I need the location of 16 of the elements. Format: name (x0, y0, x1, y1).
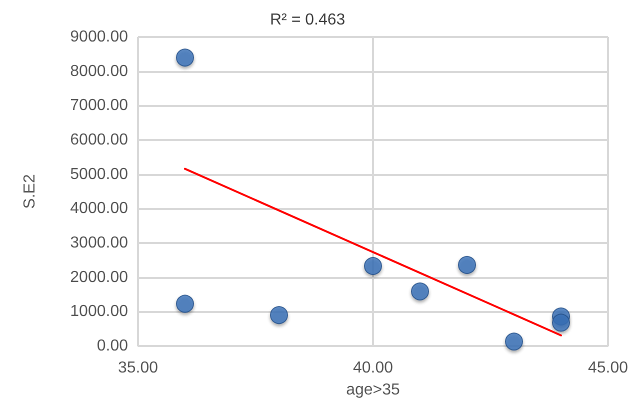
x-tick-label: 40.00 (352, 360, 394, 376)
y-tick-label: 1000.00 (70, 303, 128, 320)
x-tick-label: 35.00 (118, 360, 158, 376)
y-tick-label: 5000.00 (70, 166, 128, 183)
y-axis-title: S.E2 (22, 174, 38, 209)
y-tick-label: 3000.00 (70, 234, 128, 252)
x-axis-title: age>35 (346, 382, 400, 398)
y-tick-label: 6000.00 (70, 132, 128, 148)
y-tick-label: 7000.00 (70, 97, 128, 114)
y-tick-label: 2000.00 (70, 268, 128, 286)
text: R² = 0.463 (270, 12, 346, 28)
y-tick-label: 4000.00 (70, 200, 128, 218)
y-tick-label: 8000.00 (70, 62, 128, 80)
y-tick-label: 9000.00 (70, 28, 128, 46)
x-tick-label: 45.00 (588, 360, 628, 376)
y-tick-label: 0.00 (96, 338, 128, 354)
